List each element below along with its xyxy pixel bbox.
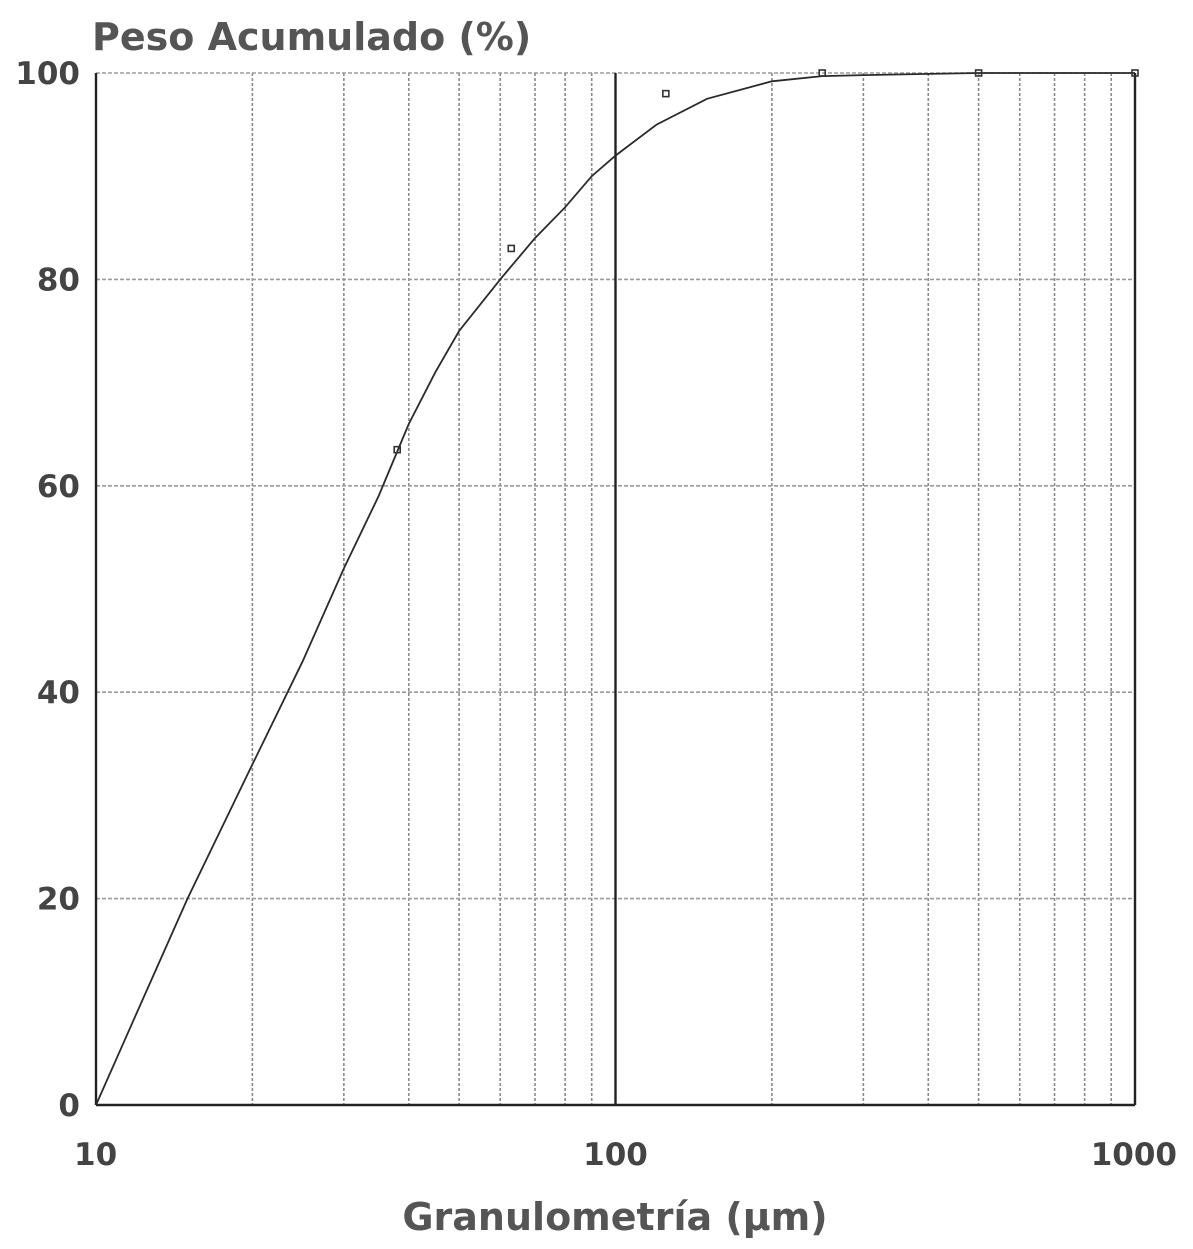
data-point-marker xyxy=(662,89,670,98)
x-tick-label: 100 xyxy=(583,1137,648,1173)
x-axis-title: Granulometría (µm) xyxy=(402,1195,827,1239)
x-tick-label: 1000 xyxy=(1091,1137,1177,1173)
cumulative-weight-line xyxy=(95,72,1135,1106)
y-tick-label: 60 xyxy=(37,469,80,505)
tick-label-layer: 0 20 40 60 80 100 10 100 1000 xyxy=(15,56,1177,1173)
y-tick-label: 80 xyxy=(37,262,80,298)
y-axis-title: Peso Acumulado (%) xyxy=(92,15,531,59)
axis-layer xyxy=(94,73,1137,1107)
y-tick-label: 0 xyxy=(58,1088,80,1124)
data-point-marker xyxy=(818,69,827,77)
y-tick-label: 100 xyxy=(15,56,80,92)
curve-layer xyxy=(95,72,1135,1106)
y-tick-label: 40 xyxy=(37,675,80,711)
data-point-marker xyxy=(974,69,983,77)
data-point-marker xyxy=(393,445,401,454)
marker-layer xyxy=(393,69,1139,454)
data-point-marker xyxy=(507,244,516,253)
y-tick-label: 20 xyxy=(37,882,80,918)
x-tick-label: 10 xyxy=(74,1137,117,1173)
data-point-marker xyxy=(1131,69,1139,77)
